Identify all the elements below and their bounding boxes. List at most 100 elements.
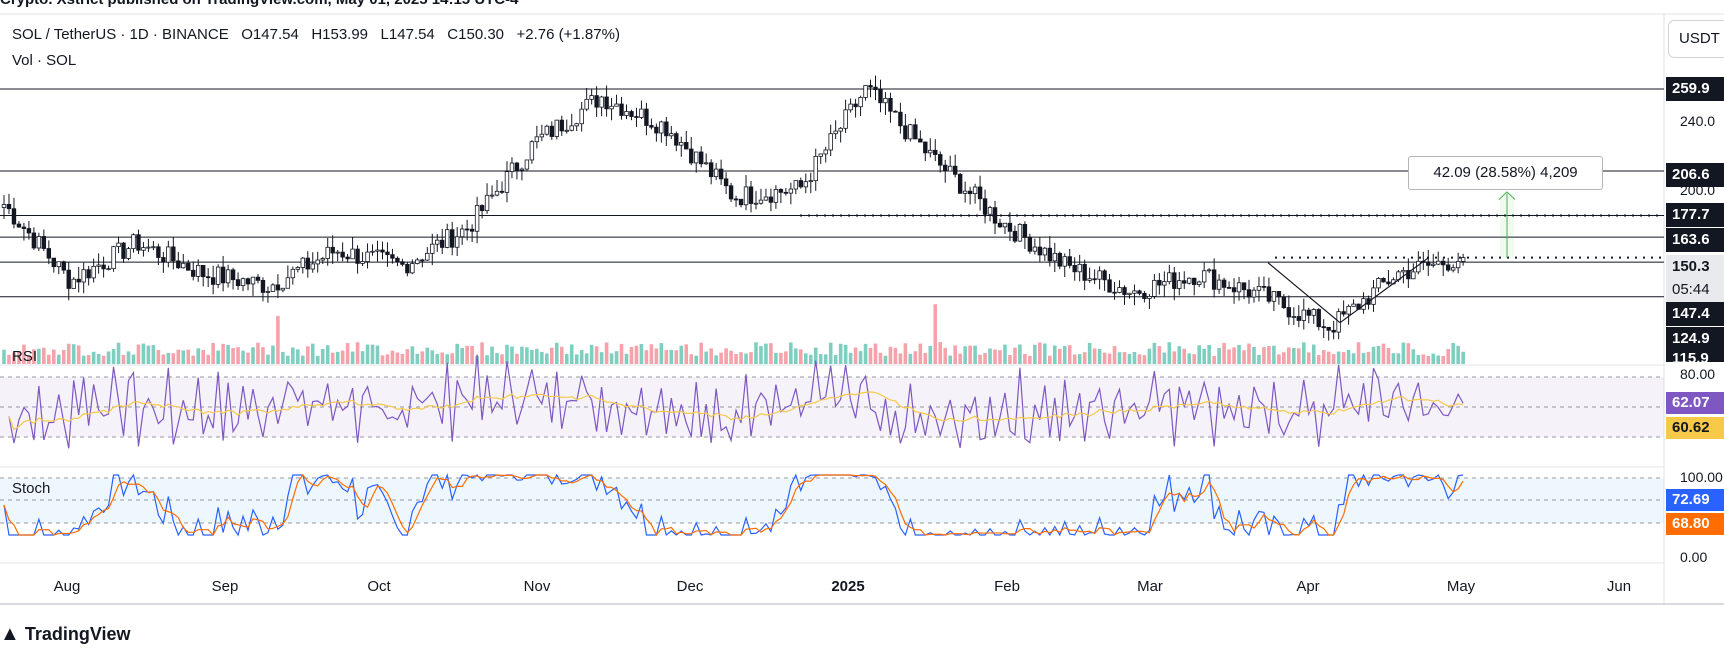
volume-bar xyxy=(998,350,1002,364)
v-pattern-right xyxy=(1339,257,1429,324)
price-tag-259: 259.9 xyxy=(1666,77,1724,101)
candle-body xyxy=(584,98,589,110)
candle-body xyxy=(355,248,360,264)
volume-label[interactable]: Vol · SOL xyxy=(12,52,77,69)
volume-bar xyxy=(1217,347,1221,364)
rsi-title[interactable]: RSI xyxy=(12,348,38,365)
candle-body xyxy=(340,251,345,258)
currency-button[interactable]: USDT xyxy=(1668,20,1724,58)
candle-body xyxy=(1216,279,1222,290)
candle-body xyxy=(594,95,599,108)
candle-body xyxy=(569,125,574,131)
volume-bar xyxy=(1182,348,1187,364)
stoch-k-tag: 72.69 xyxy=(1666,489,1724,511)
candle-body xyxy=(1002,222,1008,228)
stoch-title[interactable]: Stoch xyxy=(12,480,51,497)
candle-body xyxy=(703,162,709,165)
volume-bar xyxy=(181,350,186,364)
volume-bar xyxy=(495,353,499,364)
volume-bar xyxy=(1197,345,1201,364)
volume-bar xyxy=(1092,348,1097,364)
axis-label-200: 200.0 xyxy=(1680,182,1716,198)
volume-bar xyxy=(1222,343,1226,364)
volume-bar xyxy=(1147,348,1152,364)
volume-bar xyxy=(699,342,703,364)
volume-bar xyxy=(146,345,151,364)
candle-body xyxy=(1102,270,1107,281)
volume-bar xyxy=(1172,351,1177,364)
volume-bar xyxy=(47,354,51,364)
volume-bar xyxy=(729,350,733,364)
candle-body xyxy=(1276,291,1282,298)
x-label-oct: Oct xyxy=(367,578,391,595)
candle-body xyxy=(1177,280,1182,289)
candle-body xyxy=(1042,247,1048,256)
volume-bar xyxy=(704,351,708,364)
candle-body xyxy=(285,277,291,289)
volume-bar xyxy=(52,349,56,364)
candle-body xyxy=(430,243,435,254)
volume-bar xyxy=(883,355,888,364)
volume-bar xyxy=(858,351,863,364)
candle-body xyxy=(718,168,724,180)
symbol-label[interactable]: SOL / TetherUS · 1D · BINANCE xyxy=(12,26,229,43)
volume-bar xyxy=(614,351,619,364)
open-value: O147.54 xyxy=(241,26,299,43)
candle-body xyxy=(589,95,594,100)
volume-bar xyxy=(963,346,967,364)
volume-bar xyxy=(545,353,549,364)
volume-bar xyxy=(1157,346,1162,364)
candle-body xyxy=(524,159,530,170)
volume-bar xyxy=(654,348,659,364)
volume-bar xyxy=(1441,355,1446,364)
candle-body xyxy=(549,125,554,137)
candle-body xyxy=(46,248,52,259)
candle-body xyxy=(1231,287,1237,293)
candle-body xyxy=(1206,269,1212,272)
candle-body xyxy=(176,260,181,269)
volume-bar xyxy=(1072,354,1077,364)
volume-bar xyxy=(933,304,938,364)
x-label-mar: Mar xyxy=(1137,578,1163,595)
volume-bar xyxy=(525,347,529,364)
candle-body xyxy=(484,194,490,212)
candle-body xyxy=(723,178,729,187)
candle-body xyxy=(1341,311,1346,315)
candle-body xyxy=(101,264,106,270)
candle-body xyxy=(370,250,375,253)
candle-body xyxy=(1411,271,1416,280)
volume-bar xyxy=(1232,347,1236,364)
measure-label: 42.09 (28.58%) 4,209 xyxy=(1408,156,1603,190)
candle-body xyxy=(982,198,988,215)
volume-bar xyxy=(256,342,260,364)
candle-body xyxy=(161,257,166,263)
candle-body xyxy=(664,121,669,137)
volume-bar xyxy=(744,353,748,364)
low-value: L147.54 xyxy=(380,26,435,43)
volume-bar xyxy=(385,354,390,364)
volume-bar xyxy=(1028,355,1032,364)
high-value: H153.99 xyxy=(311,26,369,43)
candle-body xyxy=(1460,257,1466,262)
symbol-header: SOL / TetherUS · 1D · BINANCE O147.54 H1… xyxy=(12,26,620,43)
volume-bar xyxy=(345,343,350,364)
candle-body xyxy=(181,262,186,269)
candle-body xyxy=(997,222,1003,228)
candle-body xyxy=(494,190,500,196)
rsi-upper-label: 80.00 xyxy=(1680,366,1716,382)
volume-bar xyxy=(908,353,913,364)
volume-bar xyxy=(515,353,519,364)
candle-body xyxy=(753,202,759,205)
volume-bar xyxy=(923,353,928,364)
candle-body xyxy=(918,138,923,143)
candle-body xyxy=(1197,281,1202,285)
candle-body xyxy=(962,190,968,194)
candle-body xyxy=(255,276,261,281)
volume-bar xyxy=(1242,350,1246,364)
candle-body xyxy=(380,249,385,253)
candle-body xyxy=(280,287,286,291)
candle-body xyxy=(310,263,315,270)
volume-bar xyxy=(674,350,679,364)
candle-body xyxy=(574,123,579,127)
tradingview-logo[interactable]: ▲ TradingView xyxy=(0,623,131,646)
